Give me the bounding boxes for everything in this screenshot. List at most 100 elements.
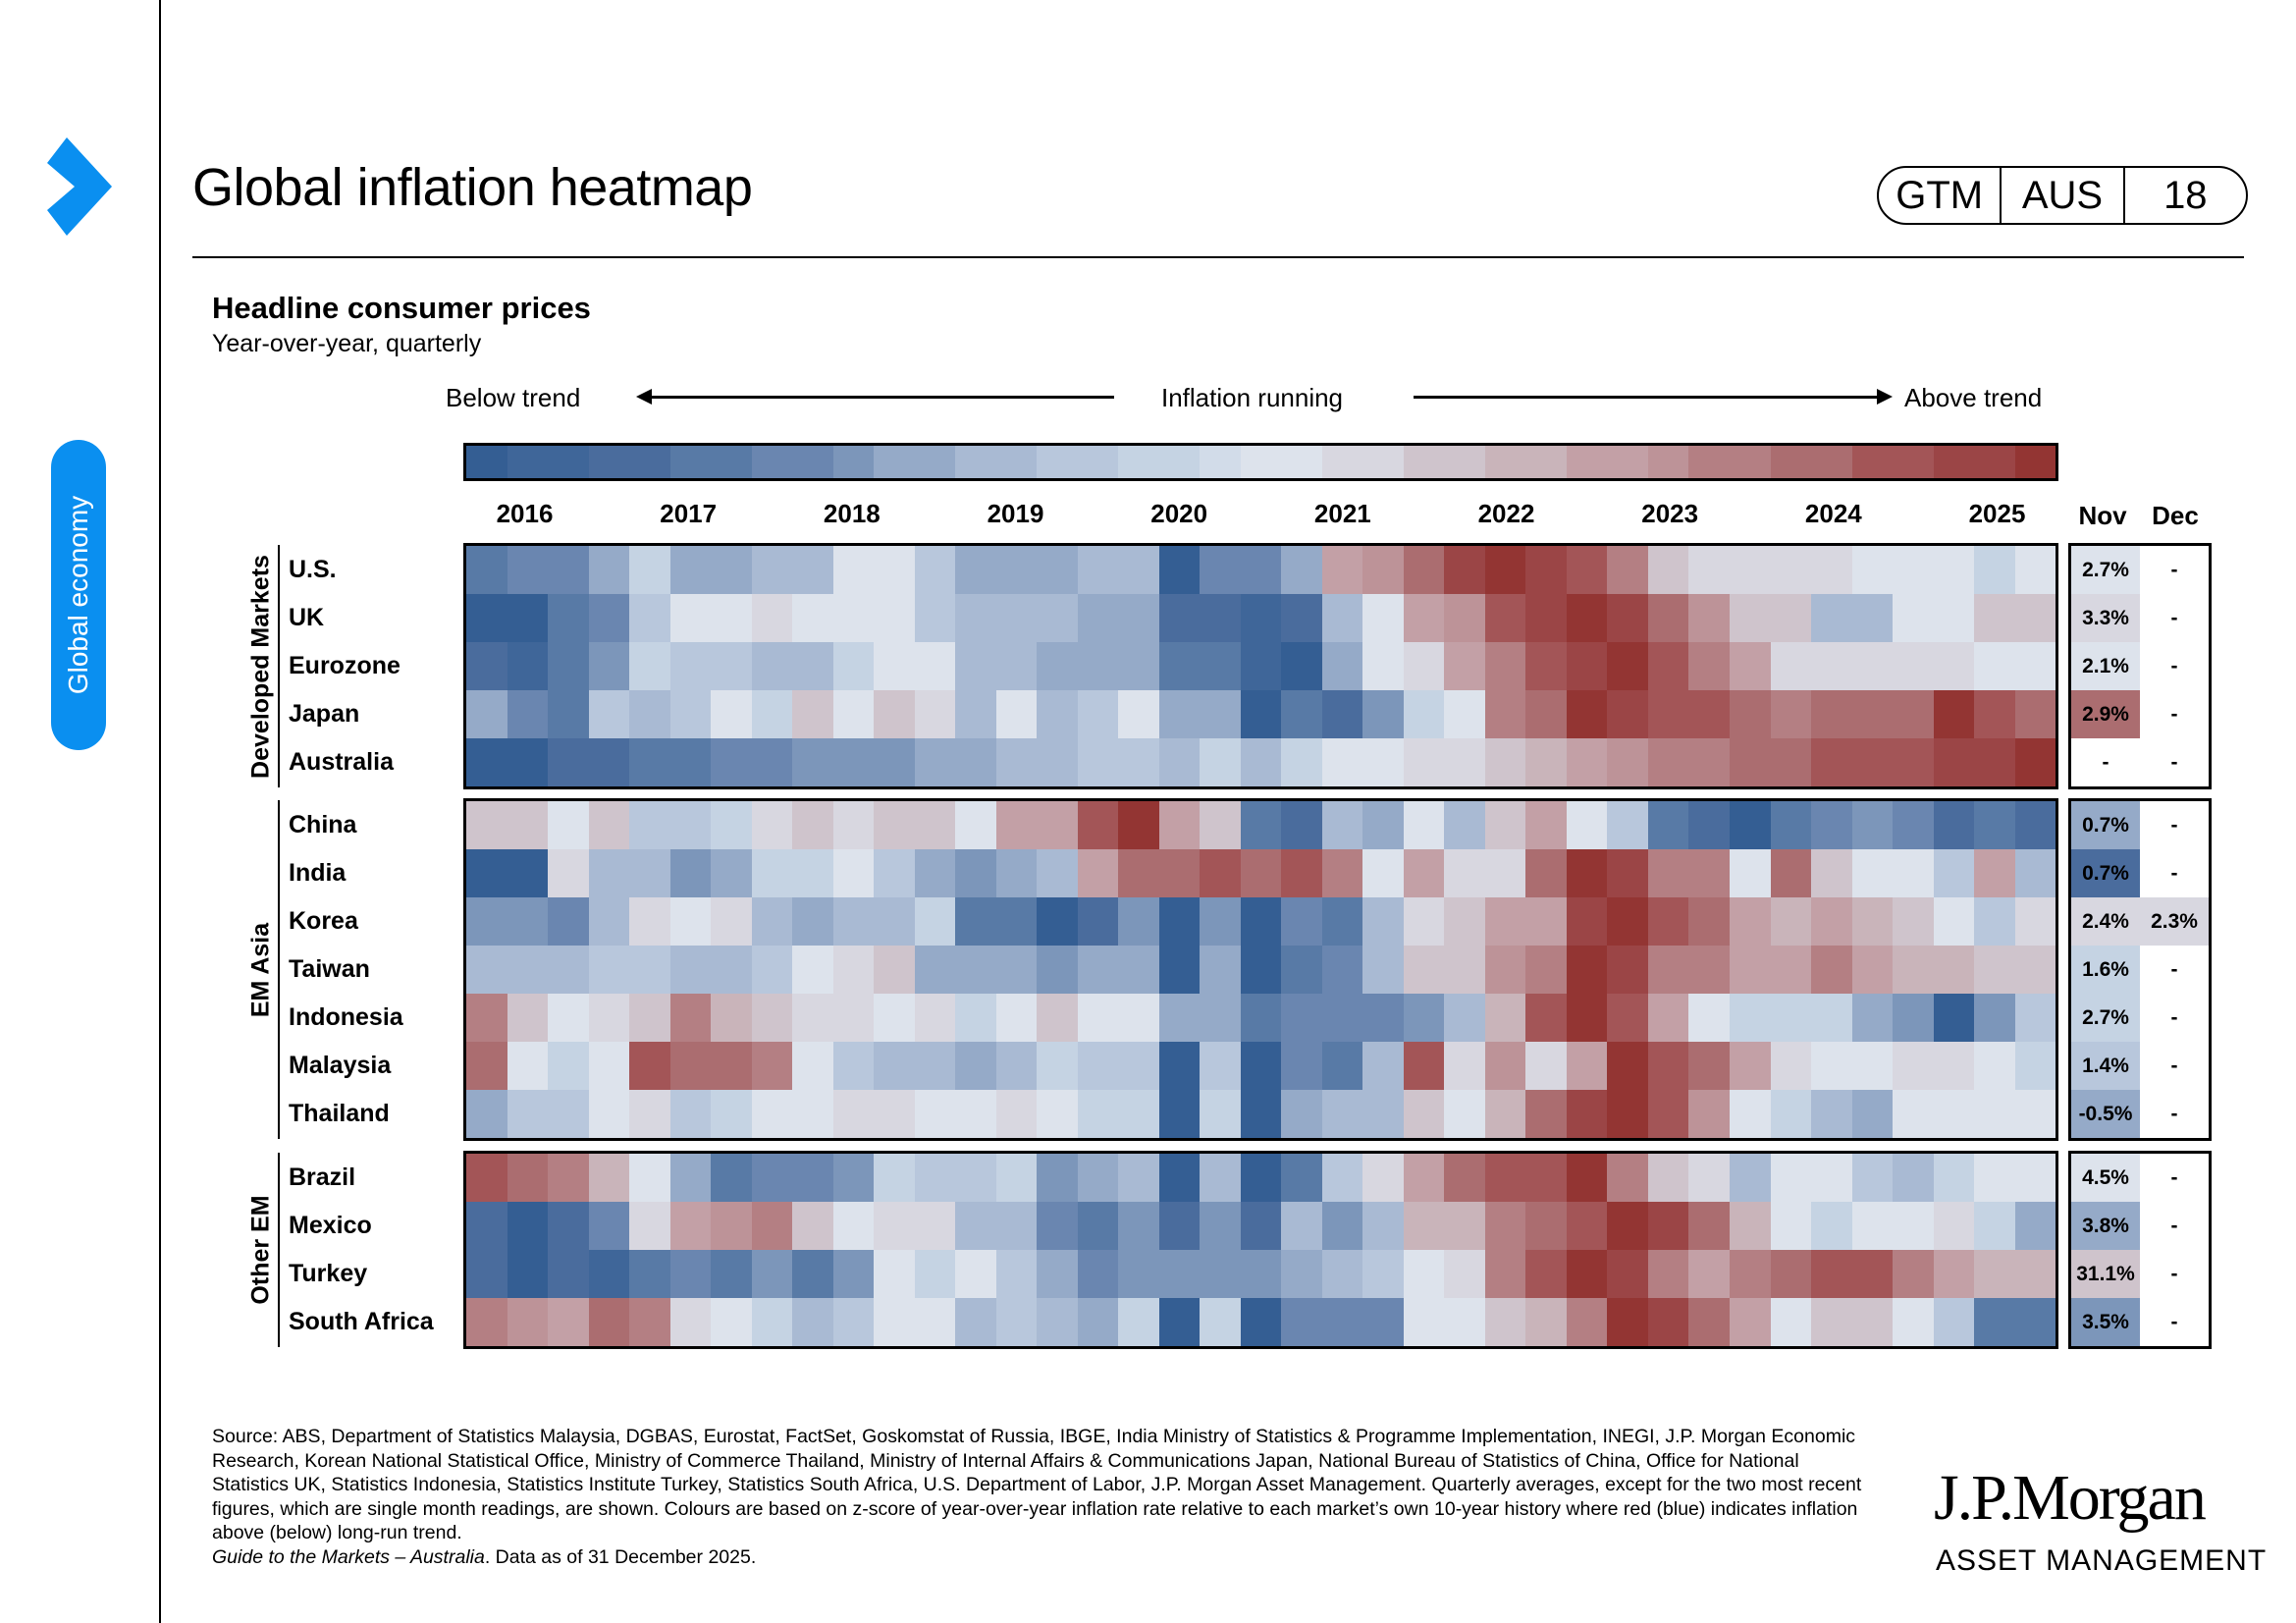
heatmap-cell: [1688, 946, 1730, 994]
heatmap-cell: [1200, 1298, 1241, 1346]
legend-swatch: [507, 446, 549, 478]
heatmap-cell: [1688, 801, 1730, 849]
heatmap-cell: [1118, 1042, 1159, 1090]
heatmap-cell: [466, 1298, 507, 1346]
heatmap-cell: [1118, 738, 1159, 786]
legend-swatch: [995, 446, 1038, 478]
heatmap-cell: [1362, 1042, 1404, 1090]
heatmap-cell: [955, 849, 996, 897]
heatmap-cell: [1240, 1042, 1282, 1090]
heatmap-cell: [1444, 1042, 1485, 1090]
heatmap-cell: [914, 594, 956, 642]
heatmap-cell: [629, 1042, 670, 1090]
heatmap-cell: [874, 546, 915, 594]
heatmap-cell: [1403, 849, 1445, 897]
heatmap-cell: [1811, 897, 1852, 946]
heatmap-row: [466, 546, 2056, 594]
heatmap-cell: [914, 690, 956, 738]
heatmap-cell: [1281, 994, 1322, 1042]
year-label: 2017: [660, 499, 718, 528]
heatmap-cell: [1688, 1250, 1730, 1298]
heatmap-cell: [1770, 738, 1812, 786]
heatmap-cell: [1118, 994, 1159, 1042]
heatmap-cell: [1851, 690, 1894, 738]
heatmap-cell: [1729, 546, 1771, 594]
heatmap-cell: [1158, 690, 1201, 738]
heatmap-cell: [711, 642, 752, 690]
heatmap-cell: [1851, 849, 1894, 897]
legend-swatch: [1321, 446, 1363, 478]
heatmap-cell: [588, 1298, 630, 1346]
heatmap-cell: [1974, 1042, 2015, 1090]
heatmap-cell: [1893, 1202, 1934, 1250]
heatmap-cell: [2014, 994, 2056, 1042]
heatmap-cell: [1893, 946, 1934, 994]
heatmap-cell: [914, 1250, 956, 1298]
heatmap-cell: [1484, 546, 1526, 594]
heatmap-cell: [995, 1250, 1038, 1298]
heatmap-cell: [548, 994, 589, 1042]
heatmap-cell: [1974, 1250, 2015, 1298]
heatmap-cell: [1647, 897, 1689, 946]
group-label: EM Asia: [246, 922, 275, 1017]
source-note: Source: ABS, Department of Statistics Ma…: [212, 1425, 1881, 1569]
heatmap-cell: [1403, 642, 1445, 690]
heatmap-cell: [548, 1250, 589, 1298]
legend-swatch: [1077, 446, 1119, 478]
heatmap-cell: [507, 1090, 549, 1138]
heatmap-cell: [995, 1298, 1038, 1346]
heatmap-cell: [1037, 1202, 1078, 1250]
heatmap-cell: [995, 1202, 1038, 1250]
heatmap-cell: [1444, 1090, 1485, 1138]
section-tab-global-economy[interactable]: Global economy: [51, 440, 106, 750]
heatmap-cell: [792, 897, 833, 946]
heatmap-cell: [1729, 801, 1771, 849]
heatmap-cell: [548, 738, 589, 786]
heatmap-cell: [1607, 1090, 1648, 1138]
heatmap-cell: [1240, 738, 1282, 786]
heatmap-cell: [1118, 1298, 1159, 1346]
heatmap-cell: [1158, 1202, 1201, 1250]
heatmap-cell: [874, 738, 915, 786]
heatmap-cell: [1647, 1090, 1689, 1138]
heatmap-cell: [629, 1298, 670, 1346]
heatmap-cell: [1607, 994, 1648, 1042]
heatmap-cell: [1974, 1154, 2015, 1202]
heatmap-cell: [1158, 897, 1201, 946]
dec-value: -: [2140, 1298, 2209, 1346]
heatmap-cell: [1403, 1154, 1445, 1202]
heatmap-cell: [1893, 1298, 1934, 1346]
chart-title: Headline consumer prices: [212, 291, 591, 325]
heatmap-cell: [1200, 849, 1241, 897]
dec-value: -: [2140, 1250, 2209, 1298]
heatmap-cell: [1851, 1042, 1894, 1090]
heatmap-cell: [1444, 801, 1485, 849]
dec-value: -: [2140, 849, 2209, 897]
heatmap-cell: [1974, 1298, 2015, 1346]
heatmap-cell: [1729, 642, 1771, 690]
heatmap-cell: [669, 994, 712, 1042]
jpmorgan-logo-subtitle: ASSET MANAGEMENT: [1936, 1544, 2268, 1577]
heatmap-cell: [1484, 594, 1526, 642]
monthly-row: 3.5% -: [2071, 1298, 2209, 1346]
heatmap-cell: [1933, 594, 1975, 642]
dec-value: -: [2140, 801, 2209, 849]
badge-page-number: 18: [2122, 168, 2246, 223]
heatmap-cell: [1729, 1250, 1771, 1298]
country-label: India: [289, 859, 347, 887]
heatmap-cell: [1200, 801, 1241, 849]
heatmap-cell: [1566, 546, 1608, 594]
heatmap-cell: [507, 994, 549, 1042]
heatmap-cell: [1566, 738, 1608, 786]
heatmap-cell: [1974, 849, 2015, 897]
heatmap-cell: [1077, 1042, 1119, 1090]
heatmap-cell: [1647, 1042, 1689, 1090]
heatmap-cell: [1077, 1298, 1119, 1346]
monthly-row: 3.8% -: [2071, 1202, 2209, 1250]
heatmap-cell: [466, 801, 507, 849]
heatmap-cell: [1362, 690, 1404, 738]
color-scale-legend: [463, 443, 2058, 481]
heatmap-cell: [874, 642, 915, 690]
heatmap-cell: [751, 801, 793, 849]
heatmap-cell: [507, 738, 549, 786]
